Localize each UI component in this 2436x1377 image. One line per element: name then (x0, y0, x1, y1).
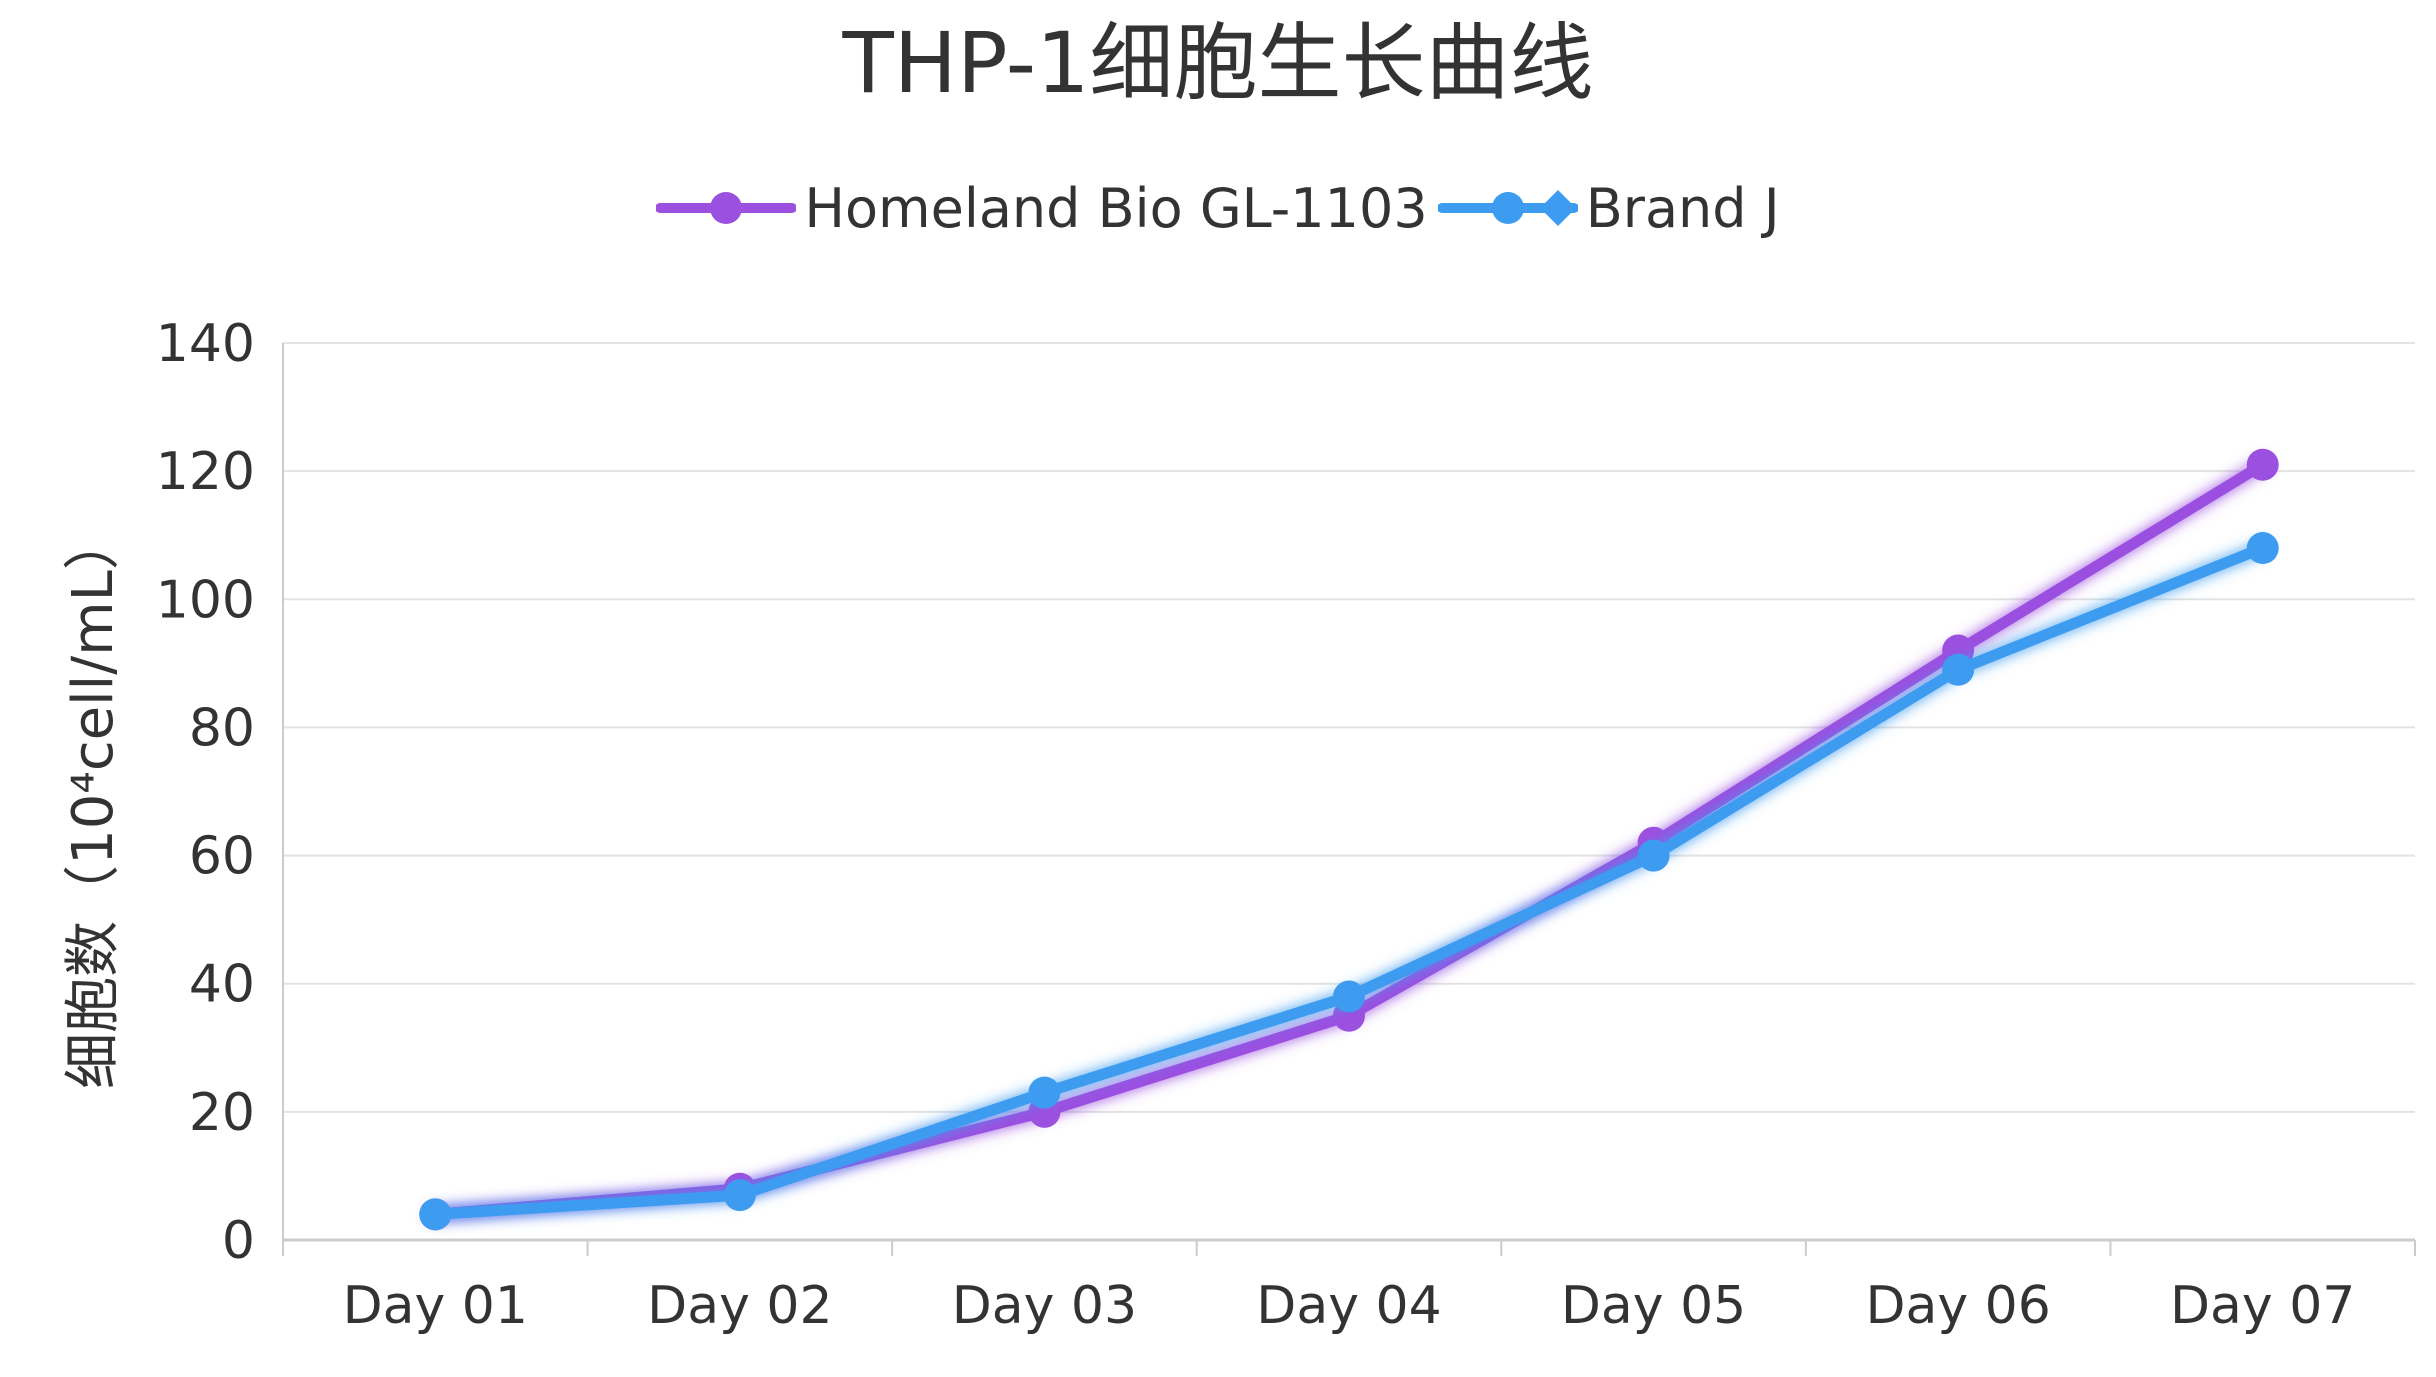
x-tick-label-3: Day 03 (952, 1276, 1137, 1336)
y-tick-label-80: 80 (189, 698, 255, 758)
legend-item-series-1[interactable]: Homeland Bio GL-1103 (656, 176, 1428, 240)
data-point-series-2-1 (419, 1198, 452, 1231)
legend-label-series-2: Brand J (1585, 176, 1780, 240)
data-point-series-2-3 (1028, 1076, 1061, 1109)
x-tick-label-6: Day 06 (1865, 1276, 2050, 1336)
y-tick-label-0: 0 (222, 1211, 255, 1271)
data-point-series-2-4 (1333, 980, 1365, 1013)
series-line-2 (429, 542, 2269, 1220)
y-tick-label-40: 40 (189, 955, 255, 1015)
data-point-series-2-6 (1942, 653, 1975, 686)
y-axis-title: 细胞数（10⁴cell/mL） (61, 514, 126, 1089)
legend-marker-series-1 (656, 188, 797, 228)
legend-item-series-2[interactable]: Brand J (1437, 176, 1780, 240)
data-point-series-1-7 (2246, 448, 2279, 481)
data-point-series-2-5 (1637, 839, 1670, 872)
y-tick-label-60: 60 (189, 827, 255, 887)
legend-label-series-1: Homeland Bio GL-1103 (804, 176, 1428, 240)
legend-marker-series-2 (1437, 188, 1578, 228)
x-tick-label-4: Day 04 (1256, 1276, 1441, 1336)
y-tick-label-100: 100 (156, 570, 255, 630)
x-tick-label-2: Day 02 (647, 1276, 832, 1336)
series-line-1 (429, 459, 2269, 1220)
x-tick-label-5: Day 05 (1561, 1276, 1746, 1336)
legend: Homeland Bio GL-1103 Brand J (0, 168, 2436, 248)
y-tick-label-140: 140 (156, 314, 255, 374)
data-point-series-2-7 (2246, 532, 2279, 565)
y-tick-label-120: 120 (156, 442, 255, 502)
data-point-series-2-2 (723, 1179, 756, 1212)
x-tick-label-1: Day 01 (343, 1276, 528, 1336)
x-tick-label-7: Day 07 (2170, 1276, 2355, 1336)
chart-title: THP-1细胞生长曲线 (842, 14, 1594, 112)
y-tick-label-20: 20 (189, 1083, 255, 1143)
